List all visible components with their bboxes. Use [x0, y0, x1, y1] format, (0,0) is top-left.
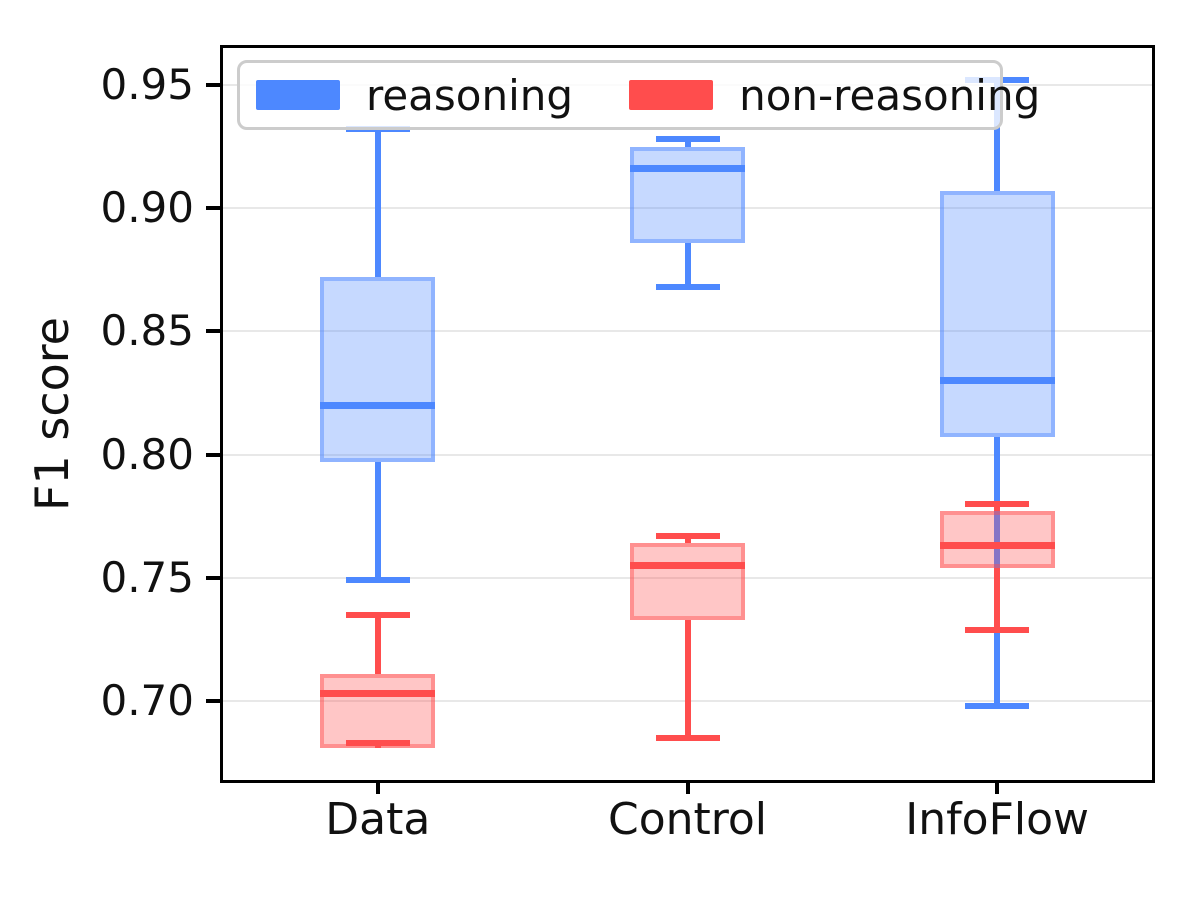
- legend: reasoning non-reasoning: [237, 60, 1040, 130]
- y-tick: [206, 575, 220, 580]
- legend-item-reasoning: reasoning: [256, 71, 573, 120]
- y-tick: [206, 329, 220, 334]
- whisker-lower-reasoning-data: [374, 462, 381, 581]
- whisker-upper-non-reasoning-control: [684, 536, 691, 544]
- legend-label-reasoning: reasoning: [366, 70, 574, 120]
- box-non-reasoning-infoflow: [939, 511, 1055, 569]
- median-non-reasoning-data: [320, 690, 436, 698]
- cap-lower-reasoning-data: [345, 577, 410, 584]
- reasoning-swatch-icon: [256, 80, 340, 110]
- whisker-lower-reasoning-control: [684, 242, 691, 288]
- cap-upper-non-reasoning-infoflow: [965, 500, 1030, 507]
- y-tick: [206, 699, 220, 704]
- gridline: [223, 330, 1152, 333]
- box-reasoning-infoflow: [939, 190, 1055, 438]
- cap-lower-non-reasoning-data: [345, 740, 410, 747]
- plot-area: reasoning non-reasoning: [220, 45, 1155, 783]
- x-tick-label: Data: [325, 794, 431, 845]
- y-tick-label: 0.85: [100, 306, 194, 356]
- whisker-lower-non-reasoning-infoflow: [994, 568, 1001, 630]
- cap-lower-reasoning-control: [655, 284, 720, 291]
- y-tick-label: 0.80: [100, 429, 194, 479]
- x-tick: [375, 780, 380, 794]
- median-reasoning-control: [630, 165, 745, 173]
- box-reasoning-data: [320, 277, 436, 463]
- median-reasoning-infoflow: [939, 377, 1055, 385]
- x-tick-label: Control: [607, 794, 768, 845]
- cap-lower-non-reasoning-control: [655, 735, 720, 742]
- y-tick: [206, 82, 220, 87]
- cap-upper-non-reasoning-data: [345, 611, 410, 618]
- non-reasoning-swatch-icon: [629, 80, 714, 110]
- y-tick: [206, 452, 220, 457]
- legend-label-non-reasoning: non-reasoning: [739, 70, 1041, 120]
- x-tick-label: InfoFlow: [905, 794, 1090, 845]
- median-non-reasoning-control: [630, 562, 745, 570]
- box-non-reasoning-data: [320, 674, 436, 748]
- cap-lower-reasoning-infoflow: [965, 703, 1030, 710]
- whisker-upper-reasoning-data: [374, 129, 381, 278]
- box-reasoning-control: [630, 146, 745, 243]
- median-non-reasoning-infoflow: [939, 542, 1055, 550]
- whisker-upper-non-reasoning-infoflow: [994, 503, 1001, 512]
- box-non-reasoning-control: [630, 543, 745, 620]
- median-reasoning-data: [320, 401, 436, 409]
- y-tick-label: 0.95: [100, 59, 194, 109]
- x-tick: [995, 780, 1000, 794]
- gridline: [223, 453, 1152, 456]
- whisker-upper-reasoning-infoflow: [994, 80, 1001, 191]
- whisker-upper-reasoning-control: [684, 139, 691, 147]
- legend-item-non-reasoning: non-reasoning: [629, 71, 1040, 120]
- y-tick-label: 0.70: [100, 676, 194, 726]
- y-tick-label: 0.90: [100, 183, 194, 233]
- y-tick-label: 0.75: [100, 552, 194, 602]
- whisker-lower-non-reasoning-control: [684, 619, 691, 739]
- y-tick: [206, 206, 220, 211]
- whisker-upper-non-reasoning-data: [374, 614, 381, 674]
- gridline: [223, 576, 1152, 579]
- cap-upper-non-reasoning-control: [655, 533, 720, 539]
- gridline: [223, 207, 1152, 210]
- cap-upper-reasoning-control: [655, 136, 720, 143]
- cap-lower-non-reasoning-infoflow: [965, 626, 1030, 633]
- x-tick: [685, 780, 690, 794]
